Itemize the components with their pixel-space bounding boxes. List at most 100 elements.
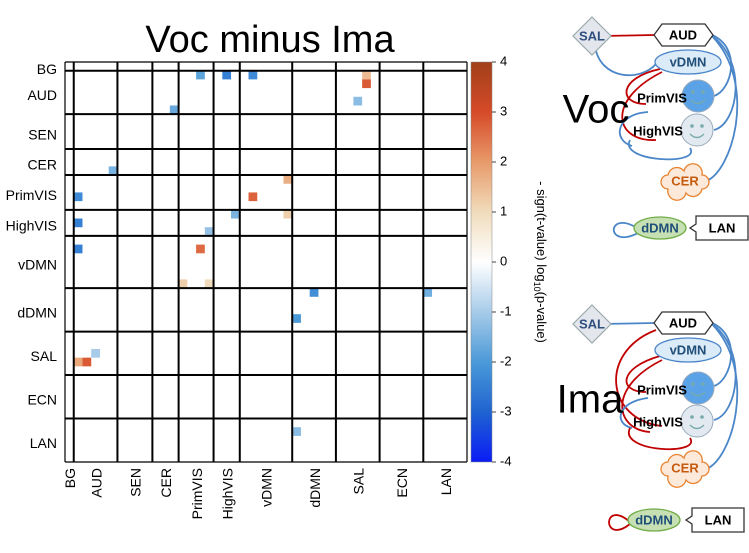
connection <box>594 45 657 77</box>
cell <box>423 288 433 297</box>
colorbar-label-part: - sign(t-value) log <box>534 181 549 281</box>
cell <box>248 70 258 80</box>
cell <box>283 209 293 219</box>
node-label: HighVIS <box>633 123 683 138</box>
node-shape <box>680 113 714 147</box>
node-shape <box>654 49 722 75</box>
node-label: LAN <box>705 512 732 527</box>
cell <box>292 427 301 436</box>
colorbar-label-part: (p-value) <box>534 292 549 343</box>
node-shape <box>688 215 749 241</box>
node-label: LAN <box>709 220 736 235</box>
colorbar-tick-label: 3 <box>500 103 507 118</box>
x-tick-label: BG <box>62 468 78 488</box>
node-shape <box>633 216 687 240</box>
node-label: PrimVIS <box>637 382 687 397</box>
node-label: CER <box>671 173 699 188</box>
node-shape <box>653 311 714 335</box>
x-tick-label: PrimVIS <box>189 468 205 519</box>
chart-title: Voc minus Ima <box>145 19 395 61</box>
node-shape <box>680 404 714 438</box>
node-shape <box>654 337 722 363</box>
y-tick-label: vDMN <box>18 257 57 273</box>
cell <box>196 70 205 80</box>
x-tick-label: SAL <box>350 468 366 495</box>
colorbar-tick-label: -1 <box>500 303 512 318</box>
node-label: dDMN <box>641 220 679 235</box>
node-label: AUD <box>669 27 697 42</box>
cell <box>82 357 92 367</box>
connection <box>627 139 693 161</box>
y-tick-label: BG <box>37 61 57 77</box>
node-label: SAL <box>579 28 605 43</box>
x-tick-label: AUD <box>88 468 104 498</box>
colorbar-label: - sign(t-value) log10(p-value) <box>532 181 549 343</box>
colorbar-tick-label: 2 <box>500 153 507 168</box>
cell <box>73 357 83 367</box>
node-label: PrimVIS <box>637 90 687 105</box>
cell <box>353 96 363 106</box>
cell <box>309 288 319 297</box>
cell <box>231 209 240 219</box>
colorbar <box>470 61 493 463</box>
node-shape <box>627 508 681 532</box>
diagram-title: Ima <box>557 378 624 422</box>
connection <box>711 35 737 131</box>
x-tick-label: ECN <box>394 468 410 498</box>
connection <box>705 323 739 470</box>
cell <box>222 70 232 80</box>
node-label: vDMN <box>670 54 707 69</box>
y-tick-label: HighVIS <box>6 218 57 234</box>
connection <box>705 35 739 182</box>
cell <box>73 218 83 228</box>
connection <box>621 359 663 433</box>
cell <box>73 192 83 202</box>
colorbar-tick-label: 4 <box>500 53 507 68</box>
cell <box>248 192 258 202</box>
connection <box>625 355 661 393</box>
node-shape <box>653 23 714 47</box>
cell <box>169 105 179 115</box>
y-tick-label: SEN <box>28 126 57 142</box>
cell <box>91 348 100 358</box>
cell <box>178 279 188 289</box>
node-label: AUD <box>669 315 697 330</box>
cell <box>196 244 205 254</box>
node-shape <box>681 371 715 405</box>
node-label: vDMN <box>670 342 707 357</box>
y-tick-label: CER <box>27 157 57 173</box>
x-tick-label: LAN <box>438 468 454 495</box>
node-shape <box>681 79 715 113</box>
node-label: CER <box>671 460 699 475</box>
y-tick-label: SAL <box>31 348 58 364</box>
connection <box>619 397 649 429</box>
x-tick-label: vDMN <box>259 468 275 507</box>
connection <box>625 68 661 105</box>
colorbar-tick-label: 1 <box>500 203 507 218</box>
cell <box>283 175 293 184</box>
node-shape <box>572 304 612 344</box>
cell <box>292 314 301 323</box>
cell <box>362 79 371 89</box>
node-label: dDMN <box>635 512 673 527</box>
cell <box>73 244 83 254</box>
y-tick-label: ECN <box>27 391 57 407</box>
connection <box>615 329 663 427</box>
y-tick-label: AUD <box>27 87 57 103</box>
node-shape <box>660 163 710 201</box>
node-label: SAL <box>579 316 605 331</box>
node-shape <box>660 450 710 488</box>
connection <box>612 222 641 239</box>
connection <box>711 323 737 421</box>
cell <box>204 227 214 236</box>
y-tick-label: dDMN <box>17 305 57 321</box>
colorbar-tick-label: -3 <box>500 403 512 418</box>
x-tick-label: CER <box>158 468 174 498</box>
connection <box>621 71 663 141</box>
diagram-title: Voc <box>563 88 630 132</box>
connection <box>619 111 649 147</box>
matrix-background <box>65 62 467 462</box>
y-tick-label: LAN <box>30 435 57 451</box>
node-shape <box>684 507 745 533</box>
